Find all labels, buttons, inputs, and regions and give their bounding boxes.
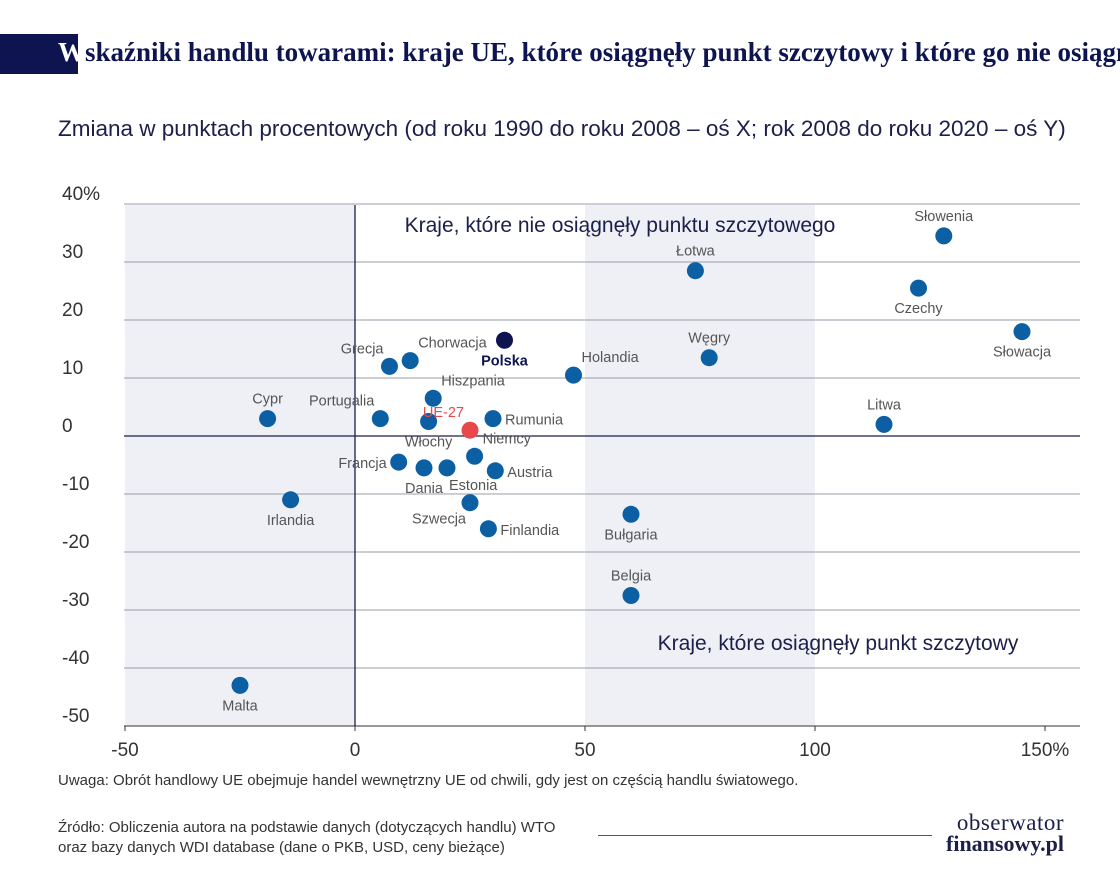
data-point: [875, 415, 893, 433]
brand-logo: obserwator finansowy.pl: [946, 810, 1064, 856]
data-label: Szwecja: [412, 512, 467, 528]
data-point: [935, 227, 953, 245]
data-point: [371, 410, 389, 428]
data-point: [622, 505, 640, 523]
data-point: [565, 366, 582, 384]
data-label: Finlandia: [500, 523, 560, 539]
brand-line-1: obserwator: [956, 810, 1064, 835]
data-point: [486, 462, 504, 480]
x-tick-label: 0: [350, 740, 361, 761]
data-point: [401, 352, 419, 370]
y-tick-label: 40%: [62, 184, 100, 205]
region-label-bottom: Kraje, które osiągnęły punkt szczytowy: [658, 632, 1019, 655]
data-label: Francja: [338, 456, 387, 472]
data-point: [461, 421, 479, 439]
data-label: UE-27: [423, 405, 464, 421]
title-rest: skaźniki handlu towarami: kraje UE, któr…: [85, 37, 1120, 67]
source-line-2: oraz bazy danych WDI database (dane o PK…: [58, 839, 505, 856]
chart-subtitle: Zmiana w punktach procentowych (od roku …: [58, 116, 1066, 141]
data-label: Rumunia: [505, 413, 564, 429]
data-label: Portugalia: [309, 394, 375, 410]
title-bar: Wskaźniki handlu towarami: kraje UE, któ…: [0, 34, 1120, 74]
data-label: Austria: [507, 465, 553, 481]
data-label: Grecja: [341, 341, 385, 357]
data-point: [259, 410, 277, 428]
data-point: [424, 389, 442, 407]
y-tick-label: 20: [62, 300, 83, 321]
data-label: Chorwacja: [418, 336, 487, 352]
region-label-top: Kraje, które nie osiągnęły punktu szczyt…: [405, 214, 836, 237]
data-label: Łotwa: [676, 244, 716, 260]
data-point: [381, 357, 398, 375]
data-point: [466, 447, 484, 465]
data-point: [496, 331, 513, 349]
data-point: [420, 413, 438, 430]
x-tick-label: 100: [799, 740, 831, 761]
data-point: [622, 587, 640, 604]
brand-line-2: finansowy.pl: [946, 831, 1064, 856]
y-tick-label: -20: [62, 532, 89, 553]
y-tick-label: -10: [62, 474, 89, 495]
data-label: Dania: [405, 481, 444, 497]
data-point: [438, 459, 456, 477]
data-label: Hiszpania: [441, 373, 506, 389]
data-point: [390, 453, 408, 471]
footer-source: Źródło: Obliczenia autora na podstawie d…: [58, 818, 555, 858]
data-point: [1013, 323, 1031, 341]
y-tick-label: -30: [62, 590, 89, 611]
y-tick-label: 10: [62, 358, 83, 379]
data-label: Estonia: [449, 478, 498, 494]
y-tick-label: -50: [62, 706, 89, 727]
data-point: [282, 491, 300, 509]
data-label: Niemcy: [483, 431, 532, 447]
data-label: Czechy: [894, 301, 943, 317]
data-label: Litwa: [867, 397, 902, 413]
chart-title: Wskaźniki handlu towarami: kraje UE, któ…: [58, 37, 1120, 68]
data-label: Włochy: [405, 435, 453, 451]
source-line-1: Źródło: Obliczenia autora na podstawie d…: [58, 819, 556, 836]
data-label: Węgry: [688, 331, 731, 347]
data-point: [479, 520, 497, 538]
data-label: Belgia: [611, 569, 652, 585]
data-label: Cypr: [252, 392, 283, 408]
x-tick-label: 150%: [1021, 740, 1070, 761]
data-label: Malta: [222, 698, 258, 714]
data-point: [686, 262, 704, 280]
data-point: [415, 459, 433, 477]
data-label: Bułgaria: [604, 527, 658, 543]
footer-divider: [598, 835, 932, 836]
data-label: Słowenia: [914, 209, 974, 225]
data-label: Irlandia: [267, 513, 315, 529]
shaded-band-1: [585, 205, 815, 726]
data-point: [461, 494, 479, 512]
data-point: [484, 410, 502, 428]
data-label: Słowacja: [993, 345, 1052, 361]
data-label: Polska: [481, 353, 529, 369]
data-point: [700, 349, 718, 367]
title-first-letter: W: [58, 37, 85, 67]
x-tick-label: 50: [574, 740, 595, 761]
y-tick-label: -40: [62, 648, 89, 669]
y-tick-label: 30: [62, 242, 83, 263]
data-label: Holandia: [582, 350, 640, 366]
shaded-band-0: [125, 205, 355, 726]
x-tick-label: -50: [111, 740, 138, 761]
footer-note: Uwaga: Obrót handlowy UE obejmuje handel…: [58, 772, 799, 789]
y-tick-label: 0: [62, 416, 73, 437]
data-point: [231, 676, 249, 694]
data-point: [910, 279, 927, 297]
title-accent-block: [0, 34, 78, 74]
